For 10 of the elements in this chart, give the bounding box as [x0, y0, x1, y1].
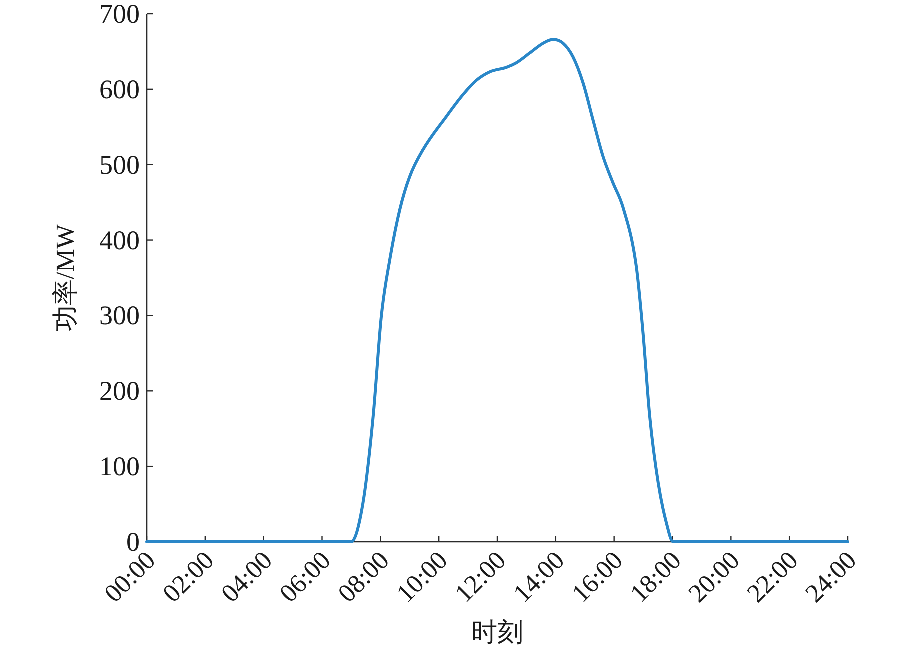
y-tick-label: 500: [100, 150, 140, 180]
y-tick-label: 400: [100, 225, 140, 256]
y-tick-label: 600: [100, 74, 140, 104]
y-axis-title: 功率/MW: [51, 224, 80, 332]
y-tick-label: 700: [100, 0, 140, 29]
x-axis-title: 时刻: [472, 618, 524, 647]
y-tick-label: 0: [126, 527, 140, 557]
y-tick-label: 200: [100, 376, 140, 406]
y-tick-label: 100: [100, 452, 140, 482]
y-tick-label: 300: [100, 300, 140, 331]
